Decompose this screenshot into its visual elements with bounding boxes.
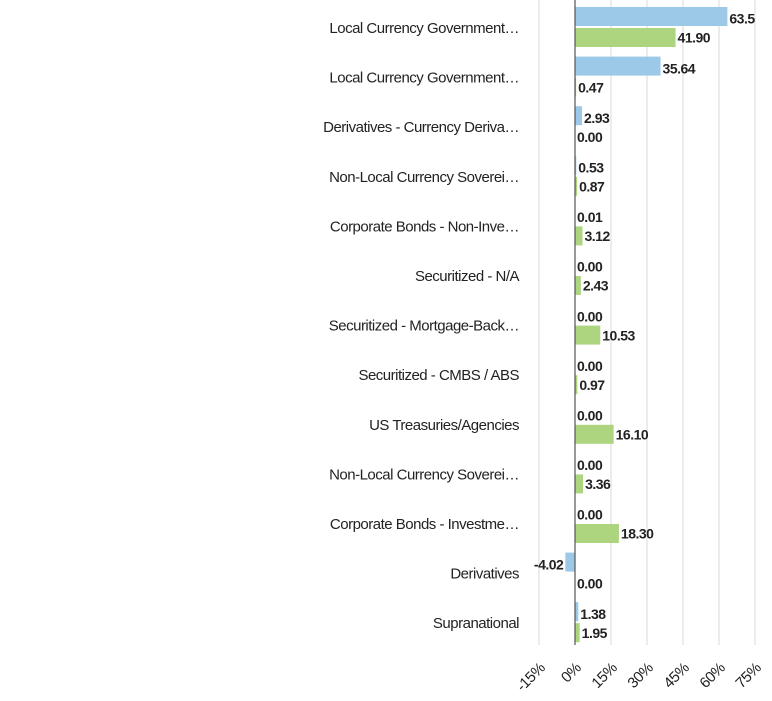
bar	[575, 57, 661, 76]
category-label: Corporate Bonds - Non-Inve…	[330, 218, 519, 235]
value-label: 0.47	[578, 79, 604, 95]
value-label: 0.00	[577, 408, 603, 424]
value-label: 63.5	[729, 11, 755, 27]
category-label: Derivatives - Currency Deriva…	[323, 119, 519, 136]
bar	[575, 474, 583, 493]
x-tick-label: 45%	[660, 660, 692, 692]
category-label: Supranational	[433, 615, 519, 632]
category-label: US Treasuries/Agencies	[369, 417, 519, 434]
value-label: 0.00	[577, 358, 603, 374]
value-label: 0.00	[577, 507, 603, 523]
value-label: 0.00	[577, 129, 603, 145]
bar	[575, 326, 600, 345]
value-label: 0.87	[579, 179, 605, 195]
value-label: 2.43	[583, 278, 609, 294]
value-label: 18.30	[621, 526, 654, 542]
value-label: 35.64	[663, 60, 696, 76]
bar	[575, 106, 582, 125]
category-label: Local Currency Government…	[329, 70, 519, 87]
x-tick-label: -15%	[513, 660, 548, 695]
bar	[575, 276, 581, 295]
value-label: 1.95	[582, 625, 608, 641]
category-label: Non-Local Currency Soverei…	[329, 466, 519, 483]
value-label: 3.36	[585, 476, 611, 492]
value-label: -4.02	[534, 556, 564, 572]
category-label: Corporate Bonds - Investme…	[330, 516, 519, 533]
value-label: 0.01	[577, 209, 603, 225]
category-label: Securitized - CMBS / ABS	[358, 367, 519, 384]
category-label: Non-Local Currency Soverei…	[329, 169, 519, 186]
x-tick-label: 30%	[624, 660, 656, 692]
value-label: 1.38	[580, 606, 606, 622]
x-tick-label: 0%	[558, 660, 585, 687]
x-tick-label: 15%	[588, 660, 620, 692]
category-label: Securitized - Mortgage-Back…	[329, 318, 519, 335]
bar	[575, 226, 582, 245]
bar	[575, 28, 676, 47]
value-label: 16.10	[616, 427, 649, 443]
bar	[575, 425, 614, 444]
value-label: 0.00	[577, 259, 603, 275]
category-label: Local Currency Government…	[329, 20, 519, 37]
bar	[575, 7, 727, 26]
x-tick-label: 60%	[696, 660, 728, 692]
value-label: 0.53	[578, 160, 604, 176]
value-label: 0.00	[577, 457, 603, 473]
bar	[575, 524, 619, 543]
value-label: 2.93	[584, 110, 610, 126]
value-label: 3.12	[584, 228, 610, 244]
value-label: 0.00	[577, 575, 603, 591]
category-label: Derivatives	[450, 566, 519, 583]
bar	[575, 623, 580, 642]
value-label: 41.90	[678, 30, 711, 46]
x-tick-label: 75%	[732, 660, 764, 692]
value-label: 10.53	[602, 327, 635, 343]
bar	[565, 553, 575, 572]
value-label: 0.97	[579, 377, 605, 393]
category-label: Securitized - N/A	[415, 268, 520, 285]
value-label: 0.00	[577, 308, 603, 324]
